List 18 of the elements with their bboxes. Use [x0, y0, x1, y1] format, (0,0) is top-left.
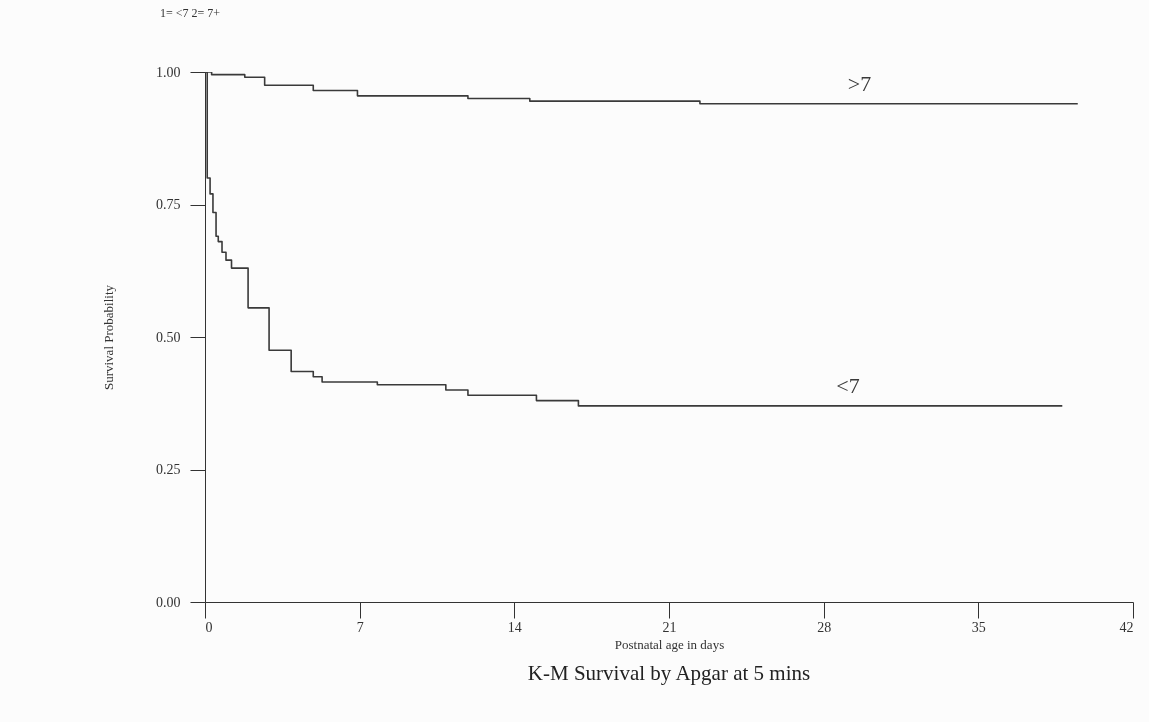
x-tick-label: 14 — [507, 619, 522, 635]
y-tick-label: 0.25 — [156, 462, 181, 477]
text: K-M Survival by Apgar at 5 mins — [527, 661, 811, 685]
y-tick-label: 0.50 — [156, 329, 181, 345]
y-axis-title: Survival Probability — [101, 284, 116, 391]
y-tick-label: 0.00 — [156, 594, 181, 610]
series-label: >7 — [847, 70, 872, 96]
x-tick-label: 28 — [817, 619, 832, 635]
x-tick-label: 35 — [971, 619, 986, 635]
x-tick-label: 7 — [356, 619, 364, 635]
y-tick-label: 0.75 — [156, 197, 181, 212]
x-tick-label: 0 — [205, 619, 213, 635]
y-tick-label: 1.00 — [156, 64, 181, 80]
x-axis-title: Postnatal age in days — [614, 636, 725, 652]
x-tick-label: 42 — [1119, 619, 1134, 635]
text: 1= <7 2= 7+ — [160, 6, 221, 20]
x-tick-label: 21 — [662, 619, 677, 635]
series-label: <7 — [836, 372, 860, 398]
